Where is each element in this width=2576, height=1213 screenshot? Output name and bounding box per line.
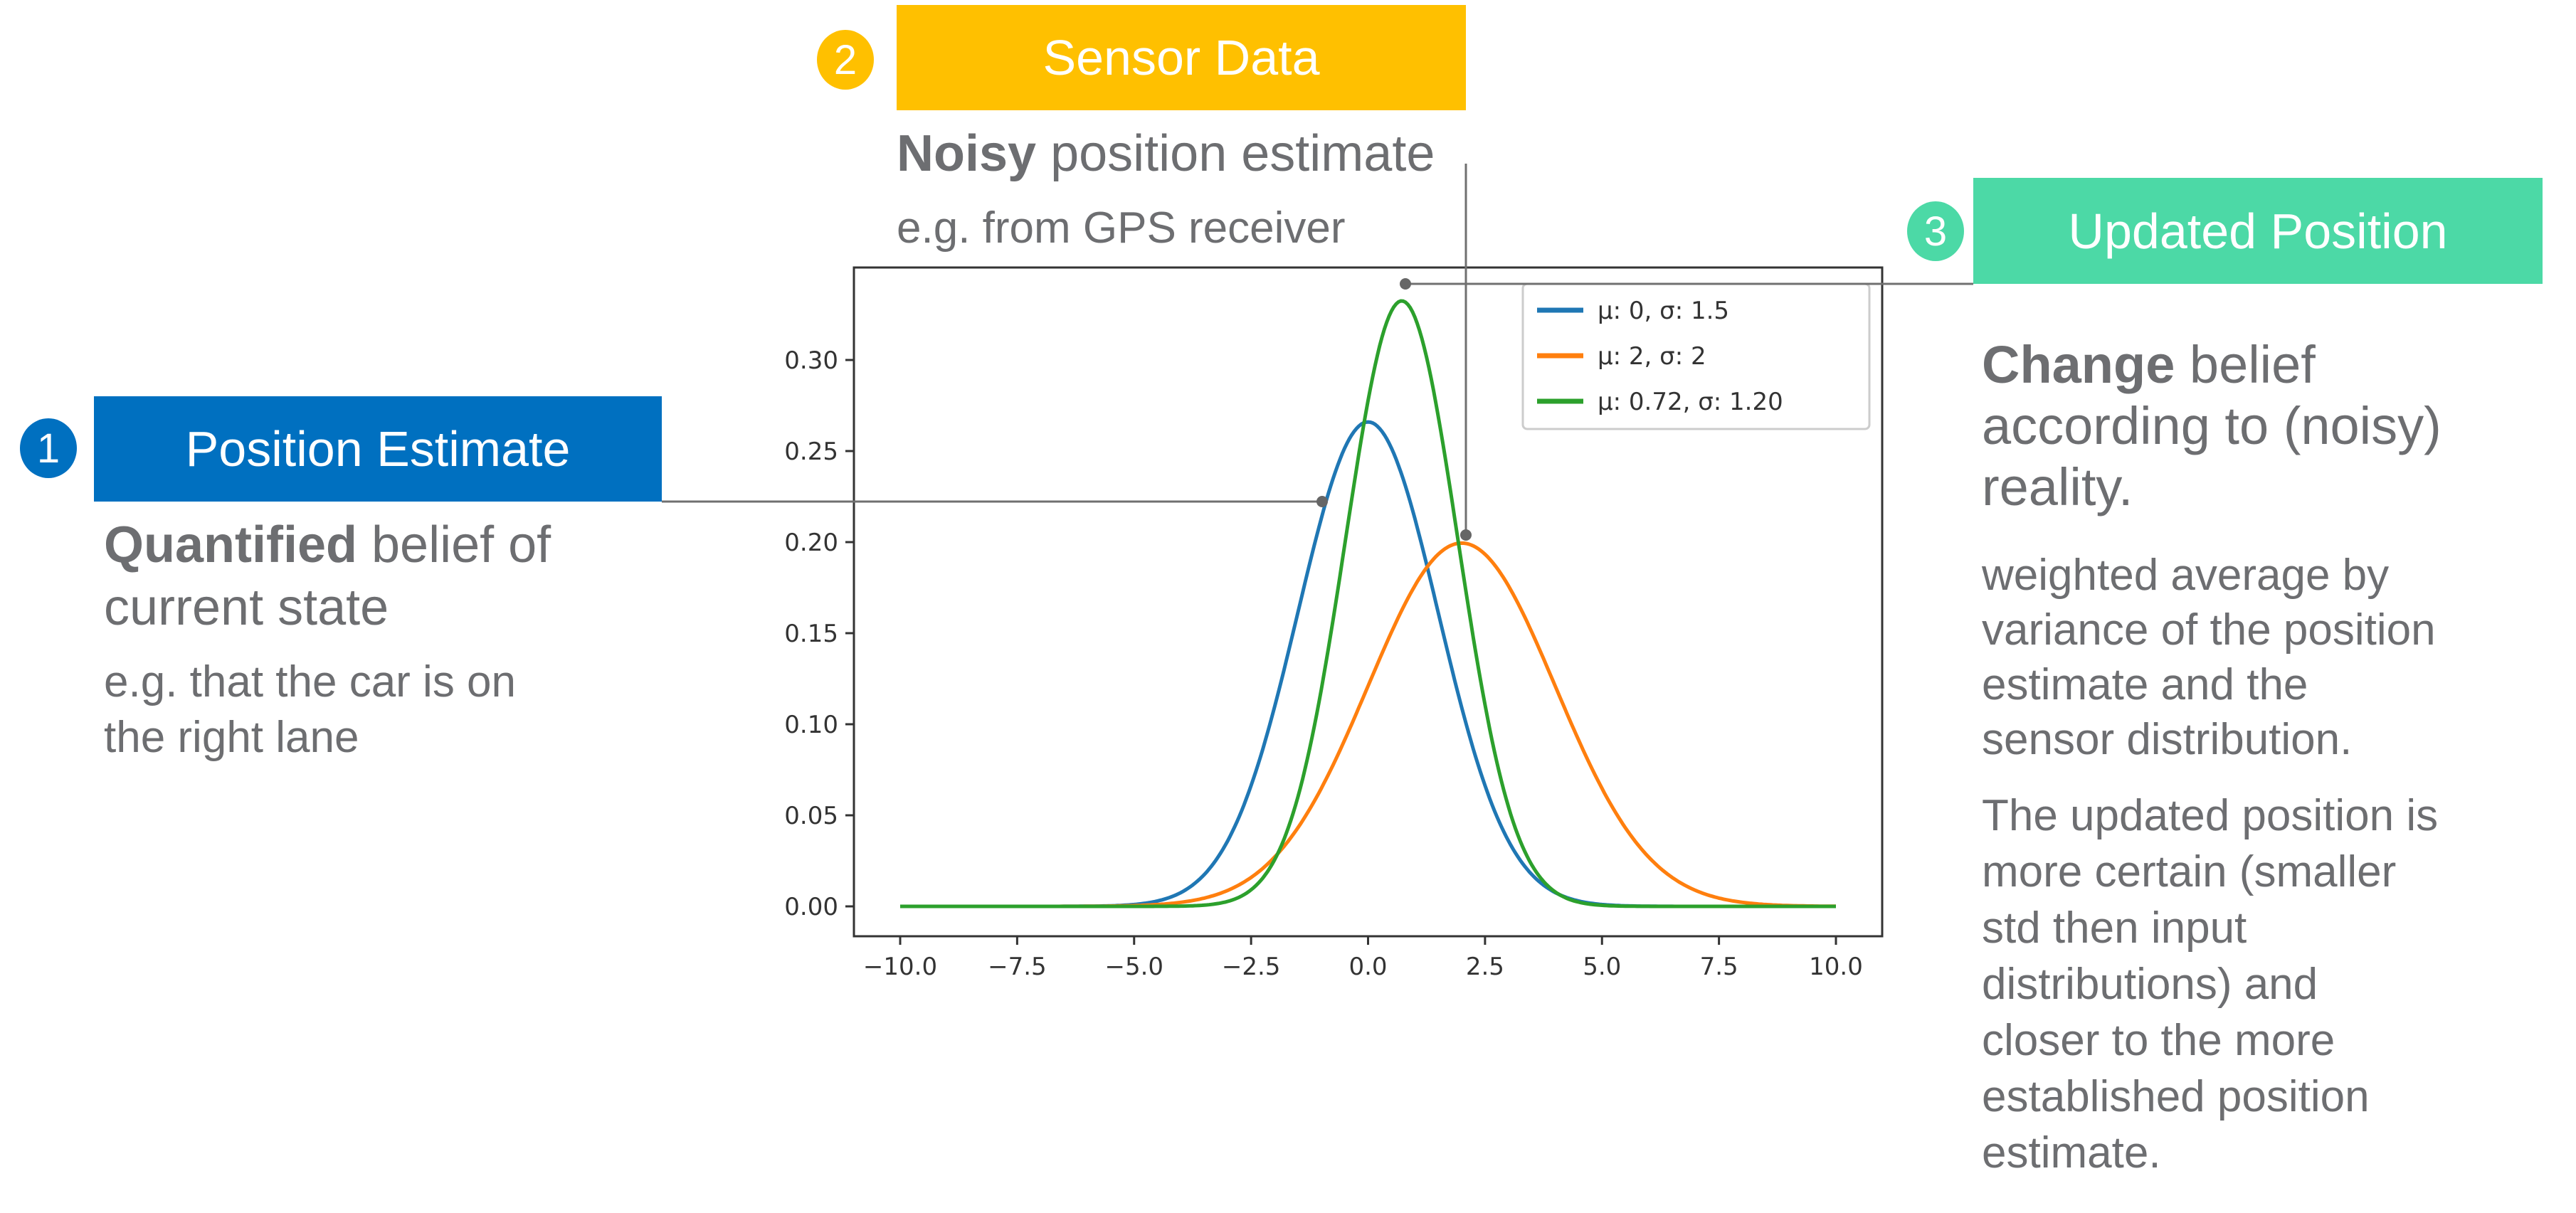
- step-2-number-badge: 2: [817, 30, 874, 90]
- sensor-data-header: Sensor Data: [897, 5, 1466, 110]
- y-tick-label: 0.15: [784, 620, 838, 648]
- curves: [900, 299, 1836, 909]
- detail-line: std then input: [1982, 904, 2247, 953]
- step-3-number-badge: 3: [1907, 201, 1964, 261]
- detail-line: weighted average by: [1982, 551, 2390, 600]
- updated-position-detail-2: The updated position is more certain (sm…: [1982, 788, 2438, 1181]
- connectors: [662, 164, 1973, 541]
- desc-line: reality.: [1982, 457, 2133, 517]
- position-estimate-header: Position Estimate: [94, 396, 662, 502]
- updated-position-title: Updated Position: [2068, 203, 2448, 259]
- position-estimate-example: e.g. that the car is on the right lane: [104, 655, 516, 766]
- x-tick-label: −2.5: [1222, 953, 1281, 981]
- updated-position-detail-1: weighted average by variance of the posi…: [1982, 548, 2436, 767]
- updated-position-description: Change belief according to (noisy) reali…: [1982, 334, 2442, 518]
- series-line-0: [900, 420, 1836, 909]
- x-tick-label: −5.0: [1104, 953, 1163, 981]
- y-tick-label: 0.30: [784, 346, 838, 375]
- desc-rest: belief: [2175, 335, 2316, 394]
- x-tick-label: −10.0: [863, 953, 937, 981]
- legend: μ: 0, σ: 1.5 μ: 2, σ: 2 μ: 0.72, σ: 1.20: [1521, 282, 1871, 430]
- series-line-1: [900, 541, 1836, 909]
- position-estimate-title: Position Estimate: [185, 421, 571, 477]
- detail-line: closer to the more: [1982, 1016, 2335, 1065]
- detail-line: established position: [1982, 1072, 2370, 1121]
- desc-rest: belief of: [357, 517, 551, 573]
- x-tick-label: 10.0: [1809, 953, 1863, 981]
- detail-line: The updated position is: [1982, 791, 2439, 840]
- sensor-data-description: Noisy position estimate: [897, 122, 1435, 185]
- example-line: the right lane: [104, 713, 359, 762]
- example-line: e.g. that the car is on: [104, 657, 517, 706]
- desc-line: according to (noisy): [1982, 396, 2442, 455]
- updated-position-header: Updated Position: [1973, 178, 2543, 284]
- connector-dot-position-estimate: [1316, 496, 1328, 507]
- detail-line: variance of the position: [1982, 605, 2436, 655]
- legend-label: μ: 0.72, σ: 1.20: [1598, 388, 1783, 416]
- sensor-data-title: Sensor Data: [1042, 30, 1320, 85]
- connector-dot-sensor-data: [1460, 529, 1472, 541]
- position-estimate-description: Quantified belief of current state: [104, 514, 551, 639]
- desc-rest: position estimate: [1036, 125, 1435, 182]
- sensor-data-example: e.g. from GPS receiver: [897, 203, 1346, 253]
- x-tick-label: 5.0: [1583, 953, 1621, 981]
- detail-line: sensor distribution.: [1982, 715, 2353, 764]
- connector-dot-updated-position: [1400, 278, 1411, 290]
- y-tick-label: 0.25: [784, 438, 838, 466]
- legend-label: μ: 2, σ: 2: [1598, 342, 1706, 371]
- detail-line: distributions) and: [1982, 960, 2318, 1009]
- desc-line2: current state: [104, 579, 389, 636]
- x-tick-label: 0.0: [1348, 953, 1387, 981]
- legend-label: μ: 0, σ: 1.5: [1598, 297, 1729, 325]
- step-1-number-badge: 1: [20, 418, 77, 478]
- x-tick-label: 2.5: [1466, 953, 1504, 981]
- change-bold: Change: [1982, 335, 2175, 394]
- x-tick-label: −7.5: [988, 953, 1047, 981]
- noisy-bold: Noisy: [897, 125, 1037, 182]
- detail-line: more certain (smaller: [1982, 847, 2397, 896]
- ticks: −10.0 −7.5 −5.0 −2.5 0.0 2.5 5.0 7.5 10.0 0.00 0.0…: [784, 346, 1863, 981]
- x-tick-label: 7.5: [1700, 953, 1738, 981]
- y-tick-label: 0.05: [784, 802, 838, 830]
- y-tick-label: 0.20: [784, 529, 838, 557]
- quantified-bold: Quantified: [104, 517, 357, 573]
- detail-line: estimate.: [1982, 1128, 2161, 1177]
- detail-line: estimate and the: [1982, 660, 2308, 709]
- y-tick-label: 0.10: [784, 711, 838, 739]
- y-tick-label: 0.00: [784, 893, 838, 921]
- series-line-2: [900, 299, 1836, 909]
